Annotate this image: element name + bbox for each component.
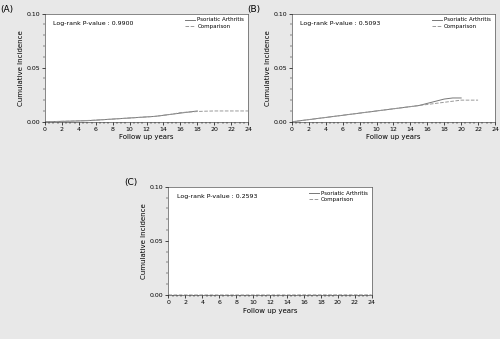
- Y-axis label: Cumulative Incidence: Cumulative Incidence: [264, 30, 270, 105]
- Text: (A): (A): [0, 5, 14, 14]
- Legend: Psoriatic Arthritis, Comparison: Psoriatic Arthritis, Comparison: [184, 16, 246, 30]
- Text: (C): (C): [124, 178, 137, 187]
- X-axis label: Follow up years: Follow up years: [120, 135, 174, 140]
- Y-axis label: Cumulative Incidence: Cumulative Incidence: [18, 30, 24, 105]
- Legend: Psoriatic Arthritis, Comparison: Psoriatic Arthritis, Comparison: [431, 16, 492, 30]
- X-axis label: Follow up years: Follow up years: [366, 135, 420, 140]
- X-axis label: Follow up years: Follow up years: [243, 307, 297, 314]
- Text: Log-rank P-value : 0.9900: Log-rank P-value : 0.9900: [53, 21, 134, 26]
- Text: (B): (B): [247, 5, 260, 14]
- Text: Log-rank P-value : 0.2593: Log-rank P-value : 0.2593: [176, 194, 257, 199]
- Y-axis label: Cumulative Incidence: Cumulative Incidence: [141, 203, 147, 279]
- Legend: Psoriatic Arthritis, Comparison: Psoriatic Arthritis, Comparison: [308, 190, 369, 203]
- Text: Log-rank P-value : 0.5093: Log-rank P-value : 0.5093: [300, 21, 380, 26]
